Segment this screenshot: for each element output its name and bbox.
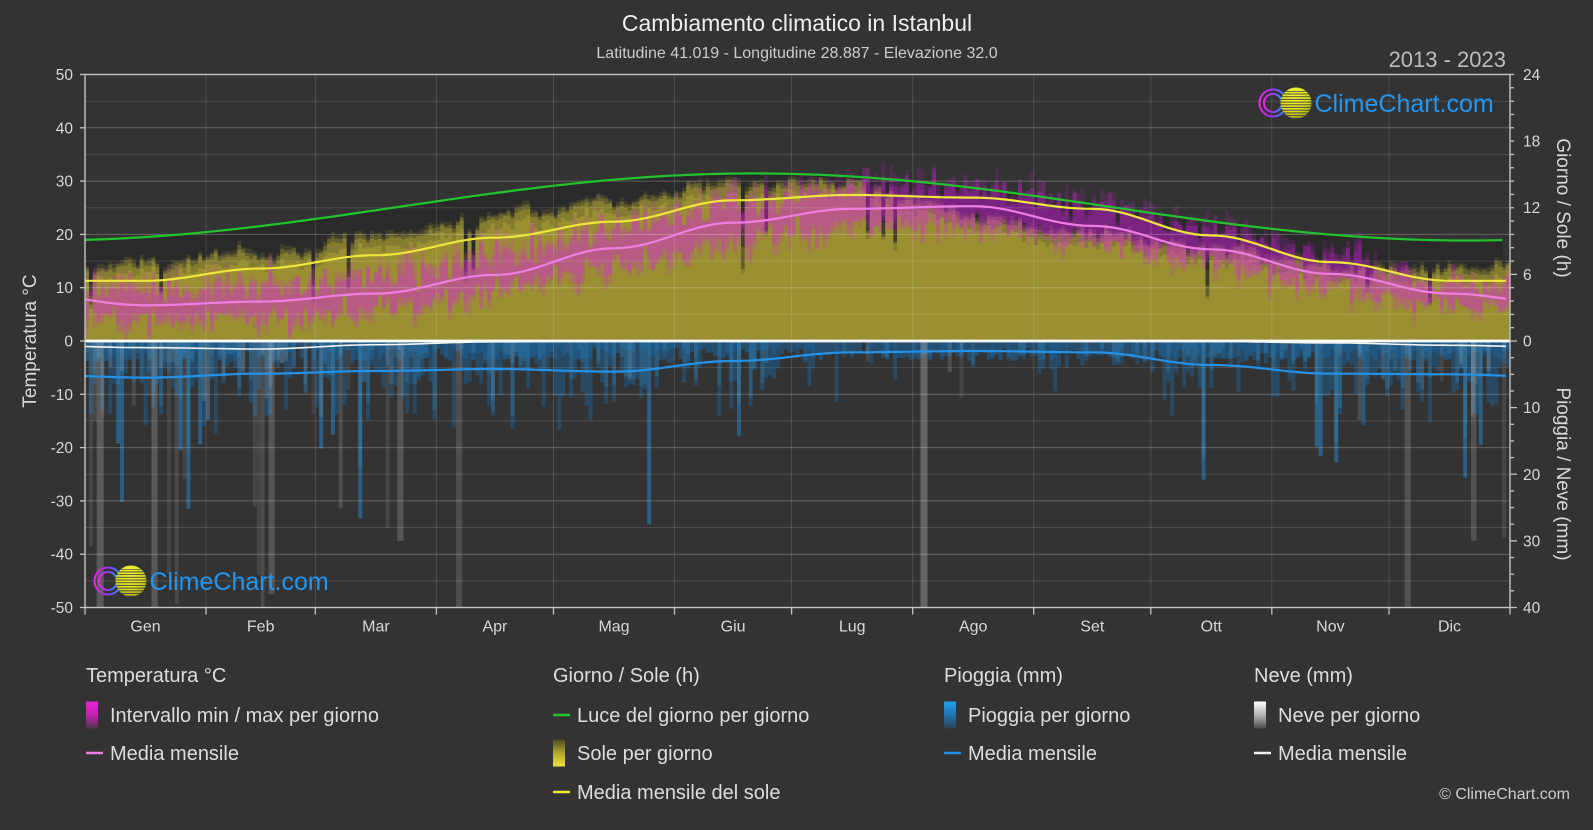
svg-text:Cambiamento climatico in Istan: Cambiamento climatico in Istanbul xyxy=(622,10,972,36)
svg-text:30: 30 xyxy=(56,174,74,191)
svg-text:30: 30 xyxy=(1523,533,1541,550)
svg-text:Apr: Apr xyxy=(482,619,508,636)
svg-text:18: 18 xyxy=(1523,134,1540,151)
svg-text:Feb: Feb xyxy=(247,619,275,636)
svg-text:Media mensile: Media mensile xyxy=(110,743,239,765)
svg-text:0: 0 xyxy=(64,334,73,351)
svg-text:40: 40 xyxy=(56,120,74,137)
svg-text:Nov: Nov xyxy=(1316,619,1344,636)
svg-text:Temperatura °C: Temperatura °C xyxy=(20,274,41,407)
svg-text:Media mensile: Media mensile xyxy=(1278,743,1407,765)
svg-text:40: 40 xyxy=(1523,600,1541,617)
svg-text:Media mensile: Media mensile xyxy=(968,743,1097,765)
svg-text:ClimeChart.com: ClimeChart.com xyxy=(150,568,329,596)
svg-text:10: 10 xyxy=(56,280,74,297)
svg-text:2013 - 2023: 2013 - 2023 xyxy=(1389,47,1506,72)
svg-text:Giorno / Sole (h): Giorno / Sole (h) xyxy=(1552,138,1573,277)
svg-text:0: 0 xyxy=(1523,334,1532,351)
svg-text:20: 20 xyxy=(56,227,74,244)
svg-text:Media mensile del sole: Media mensile del sole xyxy=(577,782,780,804)
svg-text:-20: -20 xyxy=(51,440,74,457)
svg-text:Neve (mm): Neve (mm) xyxy=(1254,665,1353,687)
svg-text:Mag: Mag xyxy=(598,619,629,636)
svg-text:-30: -30 xyxy=(51,493,74,510)
svg-text:6: 6 xyxy=(1523,267,1532,284)
svg-text:Mar: Mar xyxy=(362,619,390,636)
svg-text:Temperatura °C: Temperatura °C xyxy=(86,665,226,687)
svg-text:-50: -50 xyxy=(51,600,74,617)
svg-text:-10: -10 xyxy=(51,387,74,404)
svg-text:10: 10 xyxy=(1523,400,1541,417)
svg-text:Sole per giorno: Sole per giorno xyxy=(577,743,713,765)
svg-text:Luce del giorno per giorno: Luce del giorno per giorno xyxy=(577,705,809,727)
svg-text:Set: Set xyxy=(1080,619,1105,636)
svg-text:Dic: Dic xyxy=(1438,619,1461,636)
svg-text:Intervallo min / max per giorn: Intervallo min / max per giorno xyxy=(110,705,379,727)
svg-text:50: 50 xyxy=(56,67,74,84)
svg-text:12: 12 xyxy=(1523,200,1540,217)
svg-text:Ago: Ago xyxy=(959,619,988,636)
svg-text:Lug: Lug xyxy=(839,619,866,636)
svg-text:Pioggia per giorno: Pioggia per giorno xyxy=(968,705,1130,727)
svg-text:Pioggia / Neve (mm): Pioggia / Neve (mm) xyxy=(1552,387,1573,560)
svg-text:ClimeChart.com: ClimeChart.com xyxy=(1315,90,1494,118)
svg-text:Neve per giorno: Neve per giorno xyxy=(1278,705,1420,727)
svg-text:© ClimeChart.com: © ClimeChart.com xyxy=(1439,786,1570,803)
svg-text:-40: -40 xyxy=(51,547,74,564)
svg-text:24: 24 xyxy=(1523,67,1541,84)
svg-text:Giu: Giu xyxy=(721,619,746,636)
svg-text:Ott: Ott xyxy=(1201,619,1223,636)
svg-text:Latitudine 41.019 - Longitudin: Latitudine 41.019 - Longitudine 28.887 -… xyxy=(596,45,997,62)
svg-text:Pioggia (mm): Pioggia (mm) xyxy=(944,665,1063,687)
svg-text:Giorno / Sole (h): Giorno / Sole (h) xyxy=(553,665,700,687)
svg-text:20: 20 xyxy=(1523,467,1541,484)
svg-text:Gen: Gen xyxy=(130,619,160,636)
